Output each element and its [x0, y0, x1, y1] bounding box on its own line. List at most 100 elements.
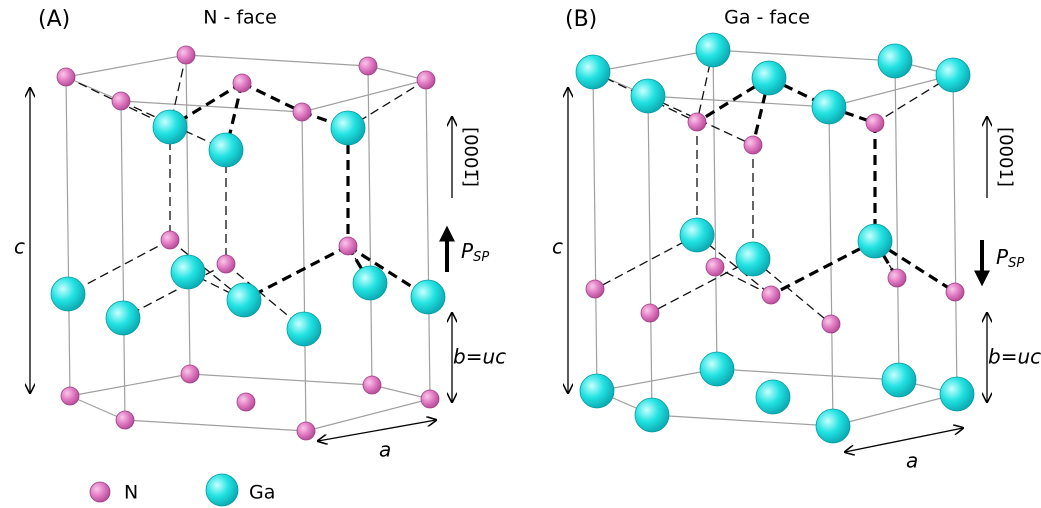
- n-atom: [61, 387, 79, 405]
- n-atom: [888, 269, 906, 287]
- ga-atom: [287, 312, 321, 346]
- cell-edge: [302, 80, 426, 112]
- polarization-label: PSP: [996, 245, 1024, 271]
- n-atom: [57, 68, 75, 86]
- cell-edge: [829, 75, 953, 107]
- n-atom: [237, 393, 255, 411]
- ga-atom: [696, 33, 730, 67]
- polarization-label: PSP: [461, 239, 489, 265]
- n-atom: [293, 103, 311, 121]
- ga-atom: [882, 363, 916, 397]
- dimension-arrow: [845, 428, 963, 452]
- cell-edge: [593, 72, 597, 391]
- cell-edge: [66, 55, 186, 77]
- cell-edge: [186, 55, 190, 374]
- cell-edge: [306, 399, 430, 431]
- bond-bold: [244, 246, 348, 300]
- n-atom: [177, 46, 195, 64]
- ga-atom: [940, 377, 974, 411]
- cell-edge: [190, 374, 372, 385]
- n-atom: [363, 376, 381, 394]
- ga-atom: [153, 110, 187, 144]
- n-atom: [586, 280, 604, 298]
- cell-edge: [66, 77, 70, 396]
- n-atom: [421, 390, 439, 408]
- ga-atom: [331, 111, 365, 145]
- ga-atom: [700, 352, 734, 386]
- n-atom: [688, 113, 706, 131]
- n-atom: [822, 315, 840, 333]
- ga-atom: [580, 374, 614, 408]
- ga-atom: [878, 44, 912, 78]
- n-atom: [762, 286, 780, 304]
- n-atom: [297, 422, 315, 440]
- ga-atom: [171, 255, 205, 289]
- cell-edge: [648, 96, 652, 415]
- a-label: a: [906, 449, 918, 473]
- ga-atom: [227, 283, 261, 317]
- cell-edge: [713, 50, 895, 61]
- legend-n-swatch: [90, 482, 110, 502]
- cell-edge: [829, 107, 833, 426]
- ga-atom: [736, 242, 770, 276]
- cell-edge: [953, 75, 957, 394]
- polarization-symbol: P: [996, 245, 1009, 269]
- n-atom: [417, 71, 435, 89]
- panel-title: Ga - face: [724, 7, 810, 29]
- n-atom: [359, 57, 377, 75]
- panel-label: (B): [565, 7, 597, 32]
- n-atom: [217, 255, 235, 273]
- ga-atom: [51, 277, 85, 311]
- cell-edge: [717, 369, 899, 380]
- ga-atom: [936, 58, 970, 92]
- c-label: c: [14, 235, 25, 259]
- panel-label: (A): [38, 7, 70, 32]
- n-atom: [866, 114, 884, 132]
- ga-atom: [106, 301, 140, 335]
- polarization-symbol: P: [461, 239, 474, 263]
- cell-edge: [125, 420, 306, 431]
- ga-atom: [816, 409, 850, 443]
- b-label: b=uc: [453, 345, 506, 369]
- direction-label: [0001]: [995, 127, 1016, 187]
- cell-edge: [597, 369, 717, 391]
- polarization-subscript: SP: [1008, 256, 1024, 271]
- bond-bold: [771, 241, 875, 295]
- bond-bold: [242, 83, 302, 112]
- ga-atom: [680, 218, 714, 252]
- n-atom: [744, 136, 762, 154]
- ga-atom: [576, 55, 610, 89]
- b-label: b=uc: [988, 345, 1041, 369]
- ga-atom: [631, 79, 665, 113]
- n-atom: [641, 304, 659, 322]
- ga-atom: [752, 61, 786, 95]
- cell-edge: [652, 415, 833, 426]
- a-label: a: [379, 438, 391, 462]
- ga-atom: [756, 380, 790, 414]
- cell-edge: [593, 50, 713, 72]
- legend-ga-swatch: [206, 474, 238, 506]
- panel-title: N - face: [203, 7, 277, 29]
- ga-atom: [812, 90, 846, 124]
- cell-edge: [833, 394, 957, 426]
- cell-edge: [302, 112, 306, 431]
- direction-label: [0001̅]: [460, 127, 481, 187]
- legend-label: Ga: [249, 482, 275, 504]
- n-atom: [706, 258, 724, 276]
- n-atom: [946, 283, 964, 301]
- n-atom: [233, 74, 251, 92]
- n-atom: [116, 411, 134, 429]
- n-atom: [161, 231, 179, 249]
- n-atom: [112, 92, 130, 110]
- bond: [650, 259, 753, 313]
- n-atom: [339, 237, 357, 255]
- legend-label: N: [124, 482, 138, 504]
- c-label: c: [552, 235, 563, 259]
- ga-atom: [858, 224, 892, 258]
- cell-edge: [713, 50, 717, 369]
- n-atom: [181, 365, 199, 383]
- ga-atom: [411, 280, 445, 314]
- polarization-subscript: SP: [473, 250, 489, 265]
- cell-edge: [426, 80, 430, 399]
- figure: (A)N - facec[0001̅]PSPb=uca(B)Ga - facec…: [0, 0, 1041, 508]
